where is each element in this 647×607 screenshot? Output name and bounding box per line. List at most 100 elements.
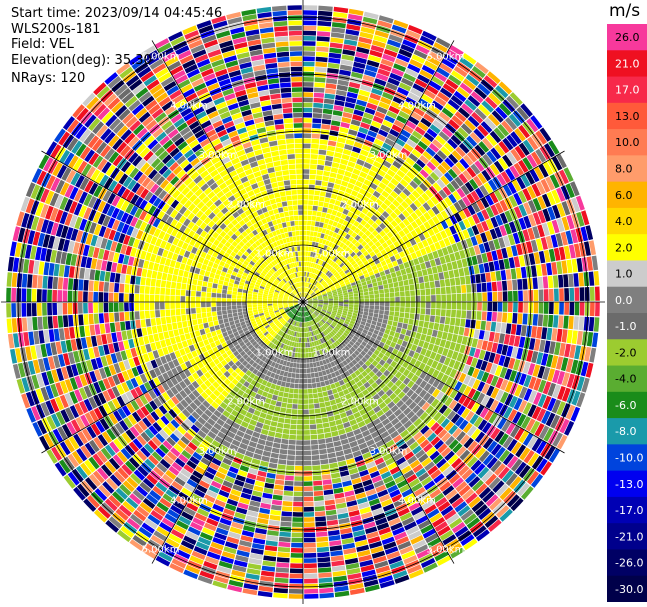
radar-gate bbox=[310, 164, 317, 170]
radar-gate bbox=[495, 270, 502, 281]
radar-gate bbox=[423, 89, 436, 100]
radar-gate bbox=[493, 238, 501, 250]
radar-gate bbox=[404, 312, 410, 319]
radar-gate bbox=[336, 195, 343, 202]
radar-gate bbox=[336, 324, 342, 329]
radar-gate bbox=[307, 296, 312, 300]
radar-gate bbox=[311, 308, 315, 312]
radar-gate bbox=[552, 369, 560, 384]
radar-gate bbox=[510, 131, 522, 145]
radar-gate bbox=[369, 302, 375, 306]
radar-gate bbox=[463, 375, 472, 385]
radar-gate bbox=[474, 160, 485, 172]
radar-gate bbox=[384, 397, 392, 405]
radar-gate bbox=[216, 310, 222, 316]
radar-gate bbox=[458, 268, 465, 277]
radar-gate bbox=[498, 433, 509, 446]
radar-gate bbox=[292, 512, 303, 517]
radar-gate bbox=[203, 322, 209, 329]
radar-gate bbox=[271, 416, 279, 422]
radar-gate bbox=[349, 206, 357, 213]
radar-gate bbox=[528, 376, 537, 390]
radar-gate bbox=[530, 115, 543, 130]
radar-gate bbox=[307, 304, 312, 308]
radar-gate bbox=[323, 165, 332, 172]
radar-gate bbox=[326, 279, 332, 284]
radar-gate bbox=[459, 449, 471, 461]
radar-gate bbox=[439, 355, 447, 364]
radar-gate bbox=[303, 220, 307, 226]
radar-gate bbox=[337, 331, 343, 336]
radar-gate bbox=[303, 10, 318, 16]
radar-gate bbox=[437, 501, 451, 512]
radar-gate bbox=[317, 307, 322, 310]
radar-gate bbox=[312, 279, 316, 285]
radar-gate bbox=[461, 103, 474, 115]
radar-gate bbox=[454, 212, 463, 223]
radar-gate bbox=[375, 397, 384, 405]
radar-gate bbox=[489, 163, 500, 176]
radar-gate bbox=[330, 193, 338, 200]
radar-gate bbox=[370, 274, 376, 280]
radar-gate bbox=[523, 202, 532, 215]
radar-gate bbox=[316, 41, 330, 47]
radar-gate bbox=[367, 331, 373, 337]
radar-gate bbox=[531, 183, 541, 197]
radar-gate bbox=[417, 354, 425, 362]
radar-gate bbox=[364, 305, 369, 309]
radar-gate bbox=[300, 327, 302, 333]
radar-gate bbox=[350, 119, 361, 127]
radar-gate bbox=[440, 287, 446, 295]
radar-gate bbox=[316, 316, 321, 321]
radar-gate bbox=[328, 394, 335, 401]
radar-gate bbox=[319, 139, 328, 145]
radar-gate bbox=[303, 435, 311, 440]
radar-gate bbox=[282, 433, 290, 440]
radar-gate bbox=[307, 299, 313, 301]
radar-gate bbox=[506, 246, 513, 258]
radar-gate bbox=[354, 296, 359, 300]
radar-gate bbox=[268, 462, 278, 469]
radar-gate bbox=[370, 45, 385, 53]
radar-gate bbox=[312, 460, 321, 466]
radar-gate bbox=[360, 26, 375, 35]
radar-gate bbox=[155, 317, 162, 326]
radar-gate bbox=[431, 295, 436, 302]
radar-gate bbox=[307, 267, 311, 272]
radar-gate bbox=[384, 409, 393, 418]
radar-gate bbox=[317, 26, 331, 32]
radar-gate bbox=[475, 274, 481, 284]
radar-gate bbox=[306, 287, 309, 293]
radar-gate bbox=[323, 304, 328, 306]
radar-gate bbox=[394, 379, 403, 387]
radar-gate bbox=[360, 219, 367, 226]
radar-gate bbox=[364, 230, 372, 237]
radar-gate bbox=[374, 241, 382, 248]
radar-gate bbox=[360, 278, 366, 283]
radar-gate bbox=[406, 474, 418, 484]
radar-gate bbox=[475, 529, 490, 542]
radar-gate bbox=[440, 364, 448, 374]
radar-gate bbox=[311, 143, 319, 149]
radar-gate bbox=[290, 378, 295, 383]
radar-gate bbox=[563, 245, 571, 260]
radar-gate bbox=[309, 179, 316, 185]
radar-gate bbox=[337, 338, 343, 344]
radar-gate bbox=[550, 234, 558, 248]
radar-gate bbox=[364, 69, 377, 78]
radar-gate bbox=[439, 279, 446, 287]
radar-gate bbox=[436, 391, 445, 401]
radar-gate bbox=[359, 31, 374, 40]
radar-gate bbox=[91, 335, 98, 347]
radar-gate bbox=[467, 388, 477, 399]
radar-gate bbox=[339, 262, 345, 268]
radar-gate bbox=[307, 303, 313, 306]
radar-gate bbox=[257, 306, 263, 310]
radar-gate bbox=[275, 474, 285, 480]
radar-gate bbox=[394, 306, 400, 312]
radar-gate bbox=[325, 88, 336, 95]
radar-gate bbox=[438, 323, 445, 332]
radar-gate bbox=[322, 268, 327, 273]
radar-gate bbox=[303, 389, 308, 394]
radar-gate bbox=[171, 315, 177, 323]
